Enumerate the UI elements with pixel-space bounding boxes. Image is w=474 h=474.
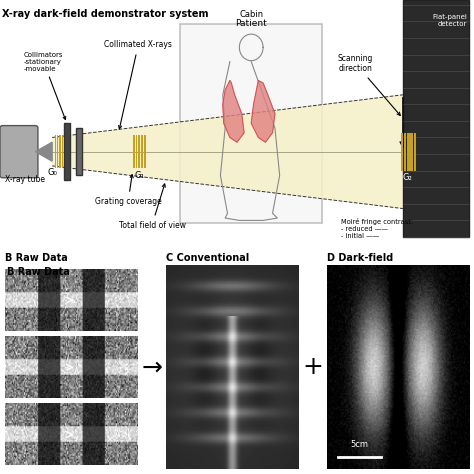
Text: D Dark-field: D Dark-field [327, 253, 393, 264]
Polygon shape [36, 142, 52, 161]
Text: X-ray tube: X-ray tube [5, 175, 45, 184]
Bar [141, 135, 143, 168]
Bar [401, 133, 403, 171]
Text: Patient: Patient [236, 19, 267, 28]
Text: Collimators
-stationary
-movable: Collimators -stationary -movable [24, 52, 66, 119]
Text: C Conventional: C Conventional [166, 253, 249, 264]
Text: →: → [141, 356, 162, 379]
Text: Scanning
direction: Scanning direction [338, 54, 400, 116]
Text: Total field of view: Total field of view [118, 184, 185, 229]
Bar [407, 133, 410, 171]
Bar [136, 135, 137, 168]
Bar [404, 133, 406, 171]
Text: B Raw Data: B Raw Data [8, 267, 70, 277]
Bar [62, 135, 63, 168]
Bar [414, 133, 416, 171]
Text: G₀: G₀ [47, 168, 57, 177]
Polygon shape [223, 81, 244, 142]
Polygon shape [52, 95, 403, 209]
Text: G₁: G₁ [135, 171, 145, 180]
FancyBboxPatch shape [0, 126, 38, 178]
Text: X-ray dark-field demonstrator system: X-ray dark-field demonstrator system [2, 9, 209, 19]
Text: 5cm: 5cm [351, 440, 369, 449]
Text: Flat-panel
detector: Flat-panel detector [432, 14, 467, 27]
Text: Collimated X-rays: Collimated X-rays [104, 40, 172, 129]
Bar [76, 128, 82, 175]
Bar [138, 135, 140, 168]
Bar [144, 135, 146, 168]
Bar [410, 133, 413, 171]
Bar [64, 135, 65, 168]
Text: Moiré fringe contrast:
- reduced ——
- initial ——: Moiré fringe contrast: - reduced —— - in… [341, 218, 413, 239]
Bar [55, 135, 56, 168]
Bar [64, 123, 70, 180]
Bar [57, 135, 58, 168]
Text: Cabin: Cabin [239, 9, 263, 18]
Bar [180, 24, 322, 223]
Bar [403, 0, 469, 237]
Text: B Raw Data: B Raw Data [5, 253, 67, 264]
Text: Grating coverage: Grating coverage [95, 174, 162, 206]
Bar [133, 135, 135, 168]
Text: +: + [302, 356, 323, 379]
Text: G₂: G₂ [403, 173, 412, 182]
Polygon shape [251, 81, 275, 142]
Bar [59, 135, 61, 168]
